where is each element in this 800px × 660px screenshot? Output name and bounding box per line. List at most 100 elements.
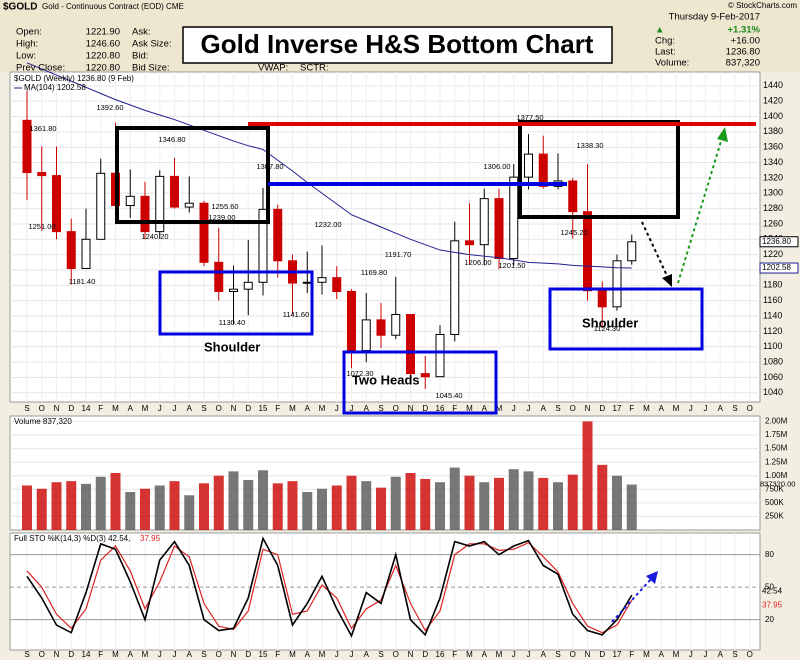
- x-tick-label: F: [452, 650, 457, 659]
- candle-body: [494, 198, 504, 259]
- y-tick-label: 1.25M: [765, 457, 788, 466]
- x-tick-label: 17: [613, 404, 622, 413]
- y-tick-label: 250K: [765, 512, 784, 521]
- x-tick-label: J: [689, 650, 693, 659]
- volume-bar: [376, 487, 386, 530]
- candle-body: [332, 277, 342, 292]
- symbol: $GOLD: [3, 2, 37, 13]
- legend: $GOLD (Weekly) 1236.80 (9 Feb): [14, 74, 134, 83]
- x-tick-label: O: [216, 404, 222, 413]
- arrow: [677, 137, 723, 284]
- volume-bar: [199, 483, 209, 530]
- volume-bar: [390, 476, 401, 530]
- y-tick-label: 1440: [763, 80, 783, 90]
- x-tick-label: 15: [259, 650, 268, 659]
- price-label: 1206.00: [464, 258, 491, 267]
- x-tick-label: A: [482, 650, 488, 659]
- price-label: 1338.30: [576, 141, 603, 150]
- legend: MA(104) 1202.58: [24, 83, 86, 92]
- x-tick-label: D: [245, 404, 251, 413]
- x-tick-label: J: [350, 404, 354, 413]
- x-tick-label: F: [629, 404, 634, 413]
- x-tick-label: S: [555, 404, 560, 413]
- volume-bar: [302, 492, 313, 530]
- candle-body: [612, 260, 622, 308]
- x-tick-label: M: [643, 650, 650, 659]
- candle-body: [170, 175, 179, 208]
- x-tick-label: N: [54, 650, 60, 659]
- volume-bar: [435, 482, 445, 530]
- last-tag: 837320.00: [760, 480, 795, 489]
- x-tick-label: J: [158, 650, 162, 659]
- quote-label: Last:: [655, 47, 676, 58]
- price-label: 1201.50: [498, 261, 525, 270]
- volume-bar: [449, 467, 460, 530]
- candle-body: [597, 290, 607, 308]
- x-tick-label: F: [275, 404, 280, 413]
- x-tick-label: J: [173, 404, 177, 413]
- candle-body: [37, 172, 47, 177]
- y-tick-label: 1220: [763, 249, 783, 259]
- quote-label: Bid:: [132, 51, 148, 62]
- x-tick-label: F: [629, 650, 634, 659]
- quote-value: +16.00: [731, 36, 760, 47]
- x-tick-label: 15: [259, 404, 268, 413]
- quote-label: Low:: [16, 51, 36, 62]
- candle-body: [509, 176, 519, 259]
- x-tick-label: M: [496, 404, 503, 413]
- volume-bar: [331, 485, 342, 530]
- price-label: 1255.60: [211, 202, 238, 211]
- x-tick-label: J: [527, 404, 531, 413]
- x-tick-label: M: [289, 404, 296, 413]
- quote-value: 1236.80: [726, 47, 760, 58]
- candle-body: [435, 333, 445, 378]
- y-tick-label: 1120: [763, 326, 782, 336]
- annotation: Two Heads: [352, 372, 420, 387]
- candle-body: [524, 153, 533, 178]
- price-label: 1072.30: [346, 369, 373, 378]
- y-tick-label: 1040: [763, 387, 783, 397]
- x-tick-label: J: [173, 650, 177, 659]
- x-tick-label: A: [305, 404, 311, 413]
- x-tick-label: F: [98, 650, 103, 659]
- x-tick-label: A: [541, 650, 547, 659]
- y-tick-label: 1380: [763, 126, 783, 136]
- x-tick-label: N: [408, 650, 414, 659]
- sto-legend: 37.95: [140, 534, 161, 543]
- x-tick-label: N: [585, 404, 591, 413]
- price-label: 1141.60: [283, 310, 310, 319]
- x-tick-label: O: [393, 650, 399, 659]
- candle-body: [155, 175, 165, 233]
- x-tick-label: M: [112, 404, 119, 413]
- candle-body: [22, 119, 32, 174]
- arrow: [611, 577, 653, 623]
- volume-bar: [213, 475, 224, 530]
- price-label: 1045.40: [435, 391, 462, 400]
- x-tick-label: A: [128, 650, 134, 659]
- x-tick-label: J: [704, 404, 708, 413]
- volume-bar: [494, 477, 504, 530]
- volume-bar: [405, 473, 416, 530]
- y-tick-label: 1100: [763, 341, 782, 351]
- volume-bar: [22, 485, 32, 530]
- last-tag: 37.95: [762, 600, 783, 609]
- tag-bg: [759, 236, 799, 248]
- candle-body: [420, 373, 430, 378]
- price-label: 1130.40: [219, 318, 246, 327]
- y-tick-label: 1360: [763, 142, 783, 152]
- price-label: 1239.00: [208, 213, 235, 222]
- volume-bar: [582, 421, 593, 530]
- price-label: 1361.80: [29, 124, 56, 133]
- chart-title: Gold Inverse H&S Bottom Chart: [201, 29, 594, 59]
- volume-bar: [508, 469, 519, 530]
- tag-bg: [759, 262, 799, 274]
- volume-bar: [81, 483, 91, 530]
- price-label: 1232.00: [314, 220, 341, 229]
- price-label: 1181.40: [69, 277, 96, 286]
- volume-bar: [361, 481, 372, 530]
- candle-body: [273, 208, 283, 262]
- x-tick-label: N: [231, 404, 237, 413]
- volume-bar: [66, 481, 77, 530]
- candle-body: [258, 208, 268, 283]
